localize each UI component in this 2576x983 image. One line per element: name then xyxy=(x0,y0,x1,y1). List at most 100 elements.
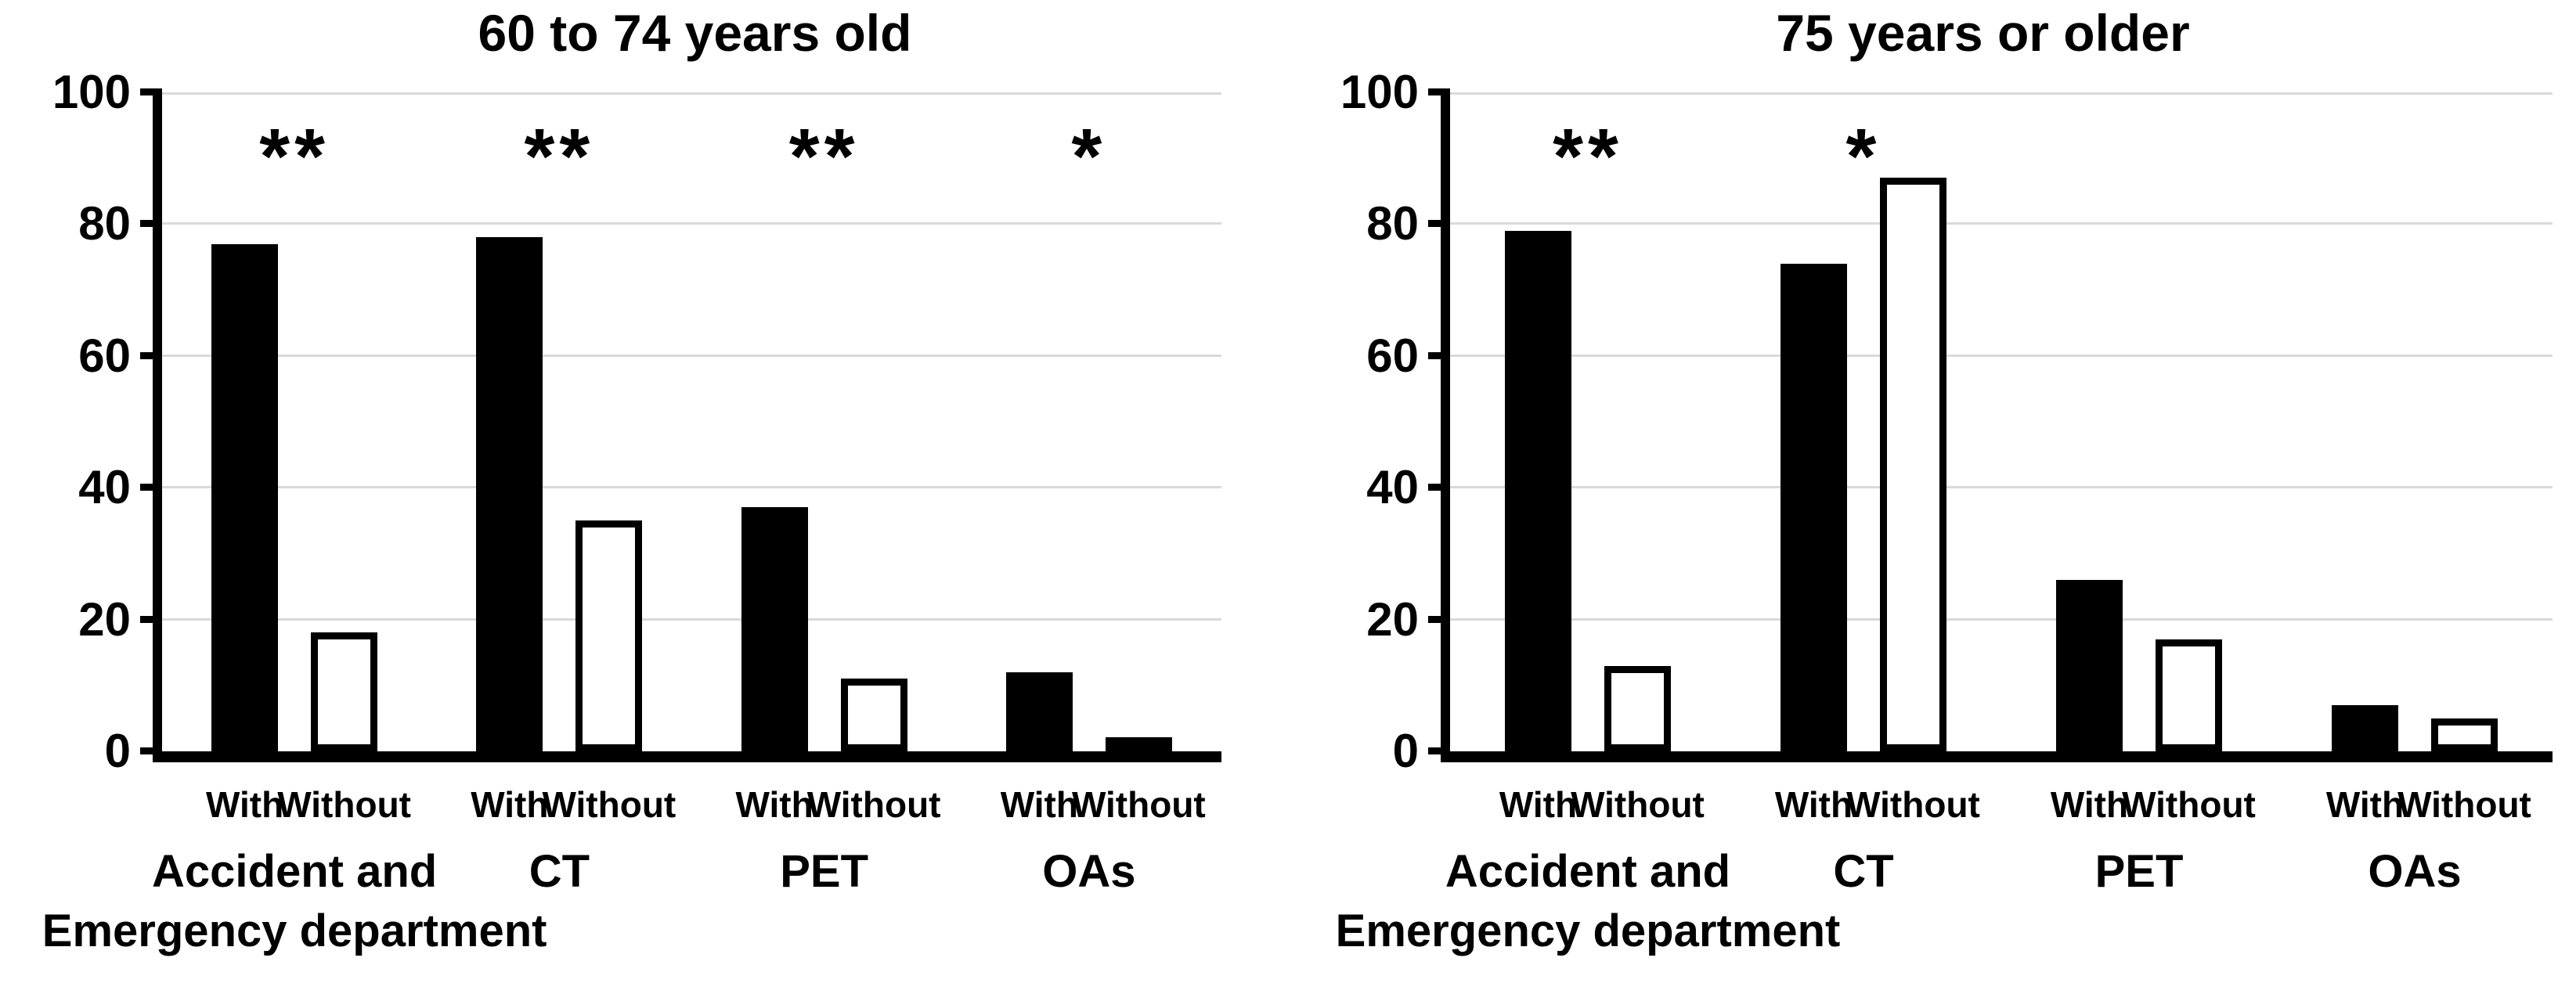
y-axis-tick-label: 20 xyxy=(78,592,131,646)
y-axis-tick xyxy=(1428,615,1450,623)
bar-with xyxy=(1005,672,1073,751)
bar-without xyxy=(1880,178,1946,751)
bar-with xyxy=(1505,230,1571,751)
category-label: CT xyxy=(1833,846,1894,897)
bar-groups: ** With Without Accident and Emergency depa… xyxy=(1336,92,2553,956)
y-axis-tick-label: 80 xyxy=(78,197,131,250)
gridline-100 xyxy=(1450,92,2553,95)
bar-without xyxy=(1105,737,1172,751)
bar-with xyxy=(741,507,808,751)
bar-groups: ** With Without Accident and Emergency depa… xyxy=(42,92,1221,956)
bar-with xyxy=(1780,263,1847,751)
y-axis-tick-label: 20 xyxy=(1366,592,1419,646)
bar-pair xyxy=(211,243,378,751)
bar-with xyxy=(476,237,543,751)
chart-panel-75-older: 75 years or older 0 20 40 60 80 100 ** With With… xyxy=(1288,0,2576,983)
significance-marker: ** xyxy=(259,113,330,200)
category-label: Accident and Emergency department xyxy=(1335,846,1841,956)
bar-with xyxy=(211,243,279,751)
y-axis-tick-label: 0 xyxy=(104,725,131,777)
bar-tick-label: With xyxy=(2050,784,2129,825)
bar-pair xyxy=(1505,230,1671,751)
bar-tick-label: Without xyxy=(2122,784,2256,825)
y-axis-tick-label: 100 xyxy=(52,66,131,118)
category-group: ** With Without Accident and Emergency depa… xyxy=(1336,92,1841,956)
y-axis-tick xyxy=(140,747,162,754)
panel-title: 60 to 74 years old xyxy=(478,4,912,62)
bar-pair xyxy=(1005,672,1172,751)
y-axis-tick-label: 60 xyxy=(1366,329,1419,382)
bar-tick-label: With xyxy=(1000,784,1078,825)
bar-tick-label: With xyxy=(1774,784,1853,825)
bar-without xyxy=(575,520,643,751)
bar-with xyxy=(2332,705,2398,751)
y-axis-tick xyxy=(1428,88,1450,95)
bar-without xyxy=(1604,665,1671,751)
y-axis-tick-label: 100 xyxy=(1340,66,1419,118)
y-axis-tick-label: 40 xyxy=(1366,461,1419,514)
gridline-100 xyxy=(162,92,1221,95)
significance-marker: ** xyxy=(788,113,860,200)
bar-tick-label: Without xyxy=(277,784,411,825)
y-axis-tick xyxy=(1428,351,1450,359)
gridline-60 xyxy=(162,354,1221,357)
bar-tick-label: Without xyxy=(1846,784,1980,825)
y-axis-tick xyxy=(140,484,162,492)
bar-tick-label: Without xyxy=(806,784,941,825)
category-group: * With Without OAs xyxy=(957,92,1221,897)
category-label: PET xyxy=(2094,846,2184,897)
plot-area: 0 20 40 60 80 100 ** With Without Accident and Em… xyxy=(1336,67,2553,956)
bar-pair xyxy=(741,507,907,751)
y-axis-tick xyxy=(140,220,162,228)
significance-marker: ** xyxy=(1553,113,1623,200)
bar-pair xyxy=(1780,178,1946,751)
bar-tick-label: With xyxy=(471,784,549,825)
significance-marker: * xyxy=(1845,113,1881,200)
y-axis-tick xyxy=(140,351,162,359)
category-label: OAs xyxy=(1042,846,1136,897)
gridline-20 xyxy=(1450,618,2553,621)
y-axis-tick xyxy=(1428,747,1450,754)
bar-tick-label: Without xyxy=(2397,784,2531,825)
category-group: ** With Without PET xyxy=(692,92,957,897)
bar-tick-label: Without xyxy=(542,784,676,825)
gridline-80 xyxy=(1450,222,2553,225)
panel-title: 75 years or older xyxy=(1776,4,2190,62)
bar-tick-label: Without xyxy=(1072,784,1206,825)
category-label: OAs xyxy=(2368,846,2462,897)
gridline-40 xyxy=(162,486,1221,489)
y-axis-tick xyxy=(1428,220,1450,228)
plot-area: 0 20 40 60 80 100 ** With Without Accident and Em… xyxy=(42,67,1221,956)
category-label: PET xyxy=(780,846,869,897)
y-axis-tick xyxy=(140,615,162,623)
significance-marker: * xyxy=(1071,113,1107,200)
chart-panel-60-74: 60 to 74 years old 0 20 40 60 80 100 ** With Wit… xyxy=(42,4,1221,956)
bar-tick-label: With xyxy=(2325,784,2405,825)
bar-tick-label: With xyxy=(1499,784,1578,825)
category-group: With Without OAs xyxy=(2277,92,2553,897)
bar-without xyxy=(2156,639,2222,751)
bar-without xyxy=(840,679,907,751)
gridline-20 xyxy=(162,618,1221,621)
category-group: ** With Without CT xyxy=(427,92,691,897)
y-axis-tick-label: 80 xyxy=(1366,197,1419,250)
bar-without xyxy=(2431,718,2498,751)
bar-with xyxy=(2056,580,2123,751)
bar-tick-label: With xyxy=(735,784,814,825)
category-group: * With Without CT xyxy=(1726,92,2001,897)
category-label: Accident and Emergency department xyxy=(41,846,547,956)
bar-pair xyxy=(2056,580,2222,751)
y-axis-tick-label: 40 xyxy=(78,461,131,514)
bar-pair xyxy=(2332,705,2498,751)
bar-tick-label: With xyxy=(206,784,284,825)
category-label: CT xyxy=(529,846,590,897)
y-axis-tick-label: 60 xyxy=(78,329,131,382)
bar-pair xyxy=(476,237,643,751)
significance-marker: ** xyxy=(524,113,595,200)
bar-without xyxy=(311,632,378,751)
gridline-80 xyxy=(162,222,1221,225)
y-axis-tick xyxy=(140,88,162,95)
bar-tick-label: Without xyxy=(1571,784,1705,825)
gridline-60 xyxy=(1450,354,2553,357)
